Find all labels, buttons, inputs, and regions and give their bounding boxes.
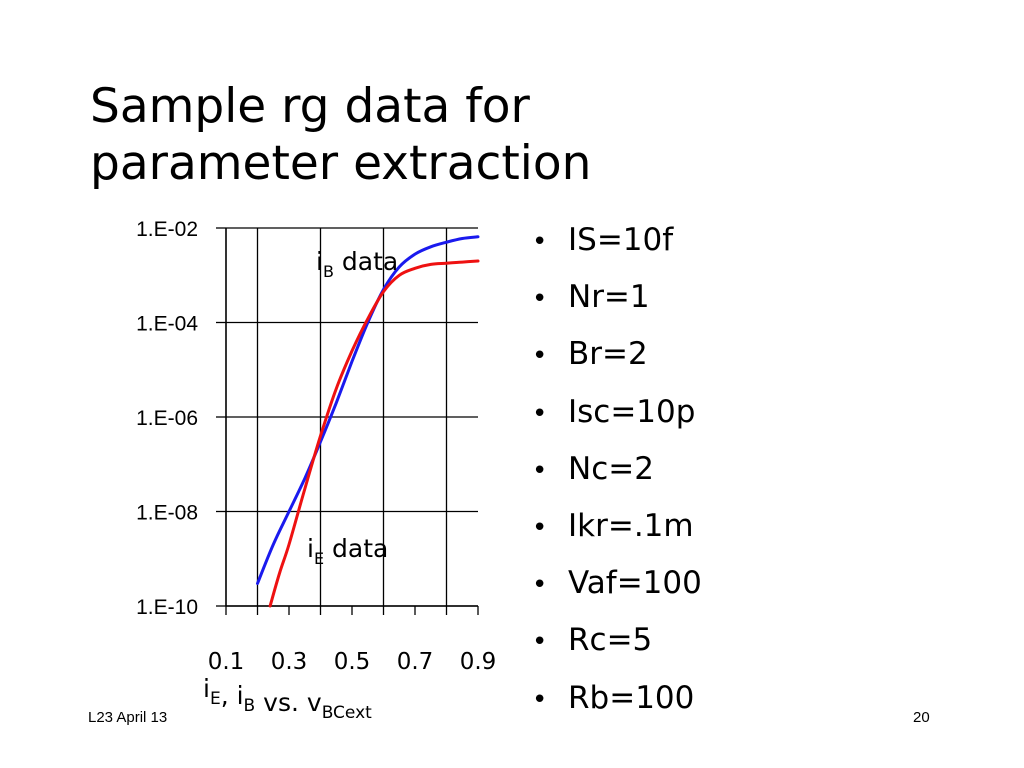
bullet-item: • Rc=5	[532, 612, 702, 669]
series-layer	[256, 235, 480, 608]
bullet-text: Br=2	[568, 336, 648, 373]
annotations: iB data iE data	[307, 247, 398, 568]
bullet-dot: •	[532, 684, 548, 715]
bullet-text: Vaf=100	[568, 565, 702, 602]
bullet-text: Isc=10p	[568, 393, 696, 430]
annotation-iE: iE data	[307, 534, 388, 568]
bullet-text: IS=10f	[568, 222, 674, 258]
page-number: 20	[913, 709, 930, 726]
title-line-2: parameter extraction	[90, 136, 592, 191]
bullet-item: • Ikr=.1m	[532, 498, 702, 555]
bullet-text: Ikr=.1m	[568, 507, 694, 544]
title-line-1: Sample rg data for	[90, 79, 530, 134]
bullet-dot: •	[532, 627, 548, 658]
bullet-item: • Vaf=100	[532, 555, 702, 612]
x-tick-label: 0.7	[397, 649, 434, 675]
series-line-iB	[256, 235, 480, 585]
x-axis-label: iE, iB vs. vBCext	[203, 674, 372, 723]
series-line-iE	[268, 259, 480, 608]
axes	[216, 227, 479, 615]
bullet-item: • Nc=2	[532, 441, 702, 498]
x-tick-label: 0.3	[271, 649, 308, 675]
bullet-text: Nc=2	[568, 450, 654, 487]
y-tick-label: 1.E-06	[136, 407, 198, 430]
annotation-iB: iB data	[316, 247, 398, 281]
bullet-item: • Br=2	[532, 326, 702, 383]
bullet-dot: •	[532, 284, 548, 315]
bullet-dot: •	[532, 227, 548, 257]
slide-title: Sample rg data for parameter extraction	[90, 78, 790, 192]
y-tick-label: 1.E-04	[136, 313, 198, 336]
tick-labels: 1.E-02 1.E-04 1.E-06 1.E-08 1.E-10 0.1 0.3 0.5 0…	[136, 218, 496, 723]
bullet-dot: •	[532, 341, 548, 372]
bullet-text: Nr=1	[568, 279, 650, 316]
footer-date: L23 April 13	[88, 709, 168, 726]
y-tick-label: 1.E-08	[136, 502, 198, 525]
x-tick-label: 0.1	[208, 649, 245, 675]
y-tick-label: 1.E-02	[136, 218, 198, 241]
bullet-dot: •	[532, 398, 548, 429]
bullet-item: • IS=10f	[532, 212, 702, 269]
bullet-text: Rc=5	[568, 622, 653, 659]
x-tick-label: 0.9	[460, 649, 497, 675]
bullet-item: • Isc=10p	[532, 384, 702, 441]
bullet-dot: •	[532, 512, 548, 543]
y-tick-label: 1.E-10	[136, 596, 198, 619]
bullet-dot: •	[532, 570, 548, 601]
bullet-dot: •	[532, 455, 548, 486]
parameter-list: • IS=10f • Nr=1 • Br=2 • Isc=10p • Nc=2 • Ikr=…	[532, 212, 702, 727]
x-tick-label: 0.5	[334, 649, 371, 675]
bullet-item: • Rb=100	[532, 670, 702, 727]
bullet-item: • Nr=1	[532, 269, 702, 326]
bullet-text: Rb=100	[568, 679, 695, 716]
